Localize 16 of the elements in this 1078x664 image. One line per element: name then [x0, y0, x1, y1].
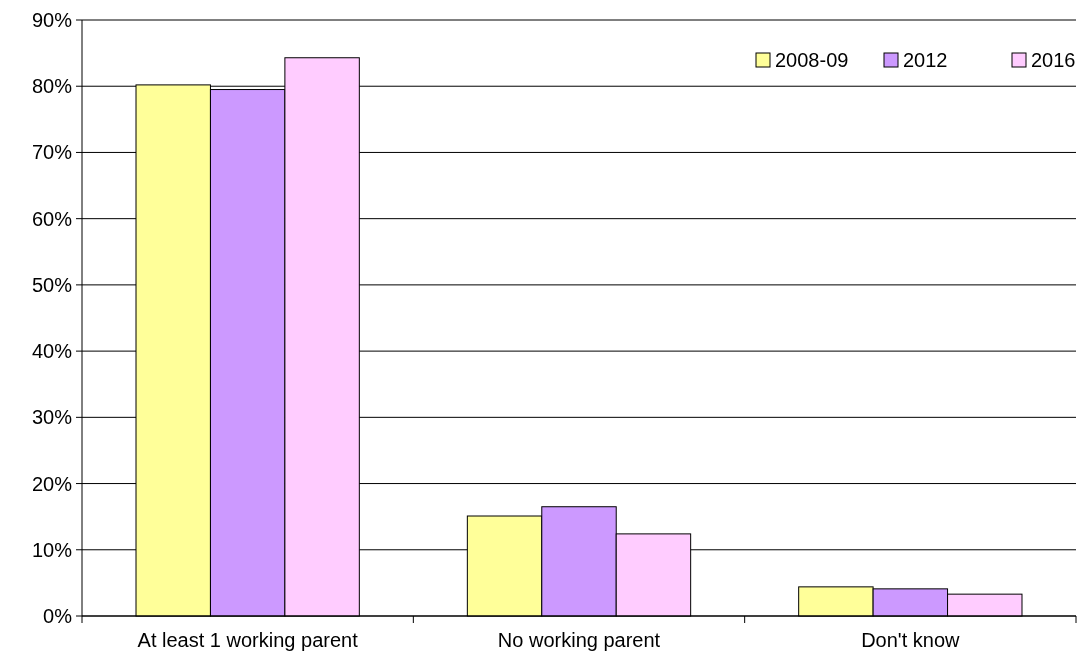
legend-label: 2012 [903, 49, 948, 71]
y-tick-label: 60% [31, 207, 73, 230]
y-tick-label: 10% [31, 538, 73, 561]
legend-label: 2016 [1031, 49, 1076, 71]
legend-label: 2008-09 [775, 49, 849, 71]
y-tick-label: 30% [31, 406, 73, 429]
x-tick-label: No working parent [497, 629, 661, 651]
y-tick-label: 90% [31, 9, 73, 31]
y-tick-label: 50% [31, 273, 73, 296]
y-tick-label: 20% [31, 472, 73, 495]
y-tick-label: 70% [31, 141, 73, 164]
y-tick-label: 80% [31, 75, 73, 98]
y-tick-label: 40% [31, 340, 73, 363]
x-tick-label: Don't know [861, 629, 961, 651]
y-tick-label: 0% [43, 605, 73, 627]
x-tick-label: At least 1 working parent [137, 629, 359, 651]
